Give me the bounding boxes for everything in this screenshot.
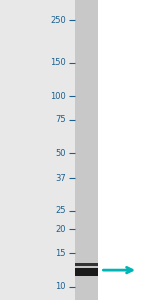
Text: 100: 100 — [50, 92, 66, 101]
Bar — [0, 0, 75, 300]
Text: 75: 75 — [55, 116, 66, 124]
Text: 10: 10 — [56, 282, 66, 291]
Text: 37: 37 — [55, 174, 66, 183]
Text: 25: 25 — [56, 206, 66, 215]
Bar — [98, 0, 150, 300]
Text: 20: 20 — [56, 225, 66, 234]
Text: 150: 150 — [50, 58, 66, 67]
Text: 15: 15 — [56, 248, 66, 257]
Text: 50: 50 — [56, 149, 66, 158]
Bar — [75, 0, 98, 300]
Text: 250: 250 — [50, 16, 66, 25]
